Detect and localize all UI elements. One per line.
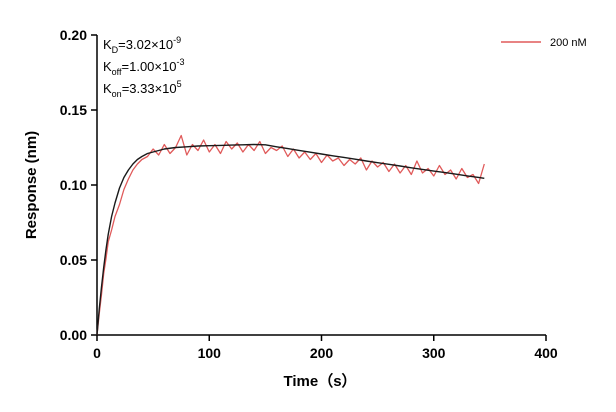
y-tick-label: 0.15 — [60, 102, 87, 118]
x-ticks: 0 100 200 300 400 — [93, 335, 558, 361]
x-tick-label: 400 — [534, 345, 558, 361]
y-tick-label: 0.00 — [60, 327, 87, 343]
x-axis-title: Time（s） — [283, 372, 356, 390]
y-tick-label: 0.05 — [60, 252, 87, 268]
series-layer — [96, 134, 485, 336]
y-tick-label: 0.10 — [60, 177, 87, 193]
y-tick-label: 0.20 — [60, 27, 87, 43]
x-tick-label: 200 — [310, 345, 334, 361]
fit-curve-line — [96, 143, 485, 336]
kinetic-annotation-d: KD=3.02×10-9 — [103, 35, 181, 55]
y-ticks: 0.00 0.05 0.10 0.15 0.20 — [60, 27, 97, 343]
series-line-200nm — [96, 134, 485, 336]
legend: 200 nM — [501, 37, 587, 49]
x-tick-label: 0 — [93, 345, 101, 361]
x-tick-label: 100 — [198, 345, 222, 361]
kinetic-annotation-on: Kon=3.33×105 — [103, 79, 182, 99]
legend-label-200nm: 200 nM — [550, 37, 587, 49]
y-axis-title: Response (nm) — [23, 131, 40, 239]
x-tick-label: 300 — [422, 345, 446, 361]
kinetic-annotation-off: Koff=1.00×10-3 — [103, 57, 184, 77]
